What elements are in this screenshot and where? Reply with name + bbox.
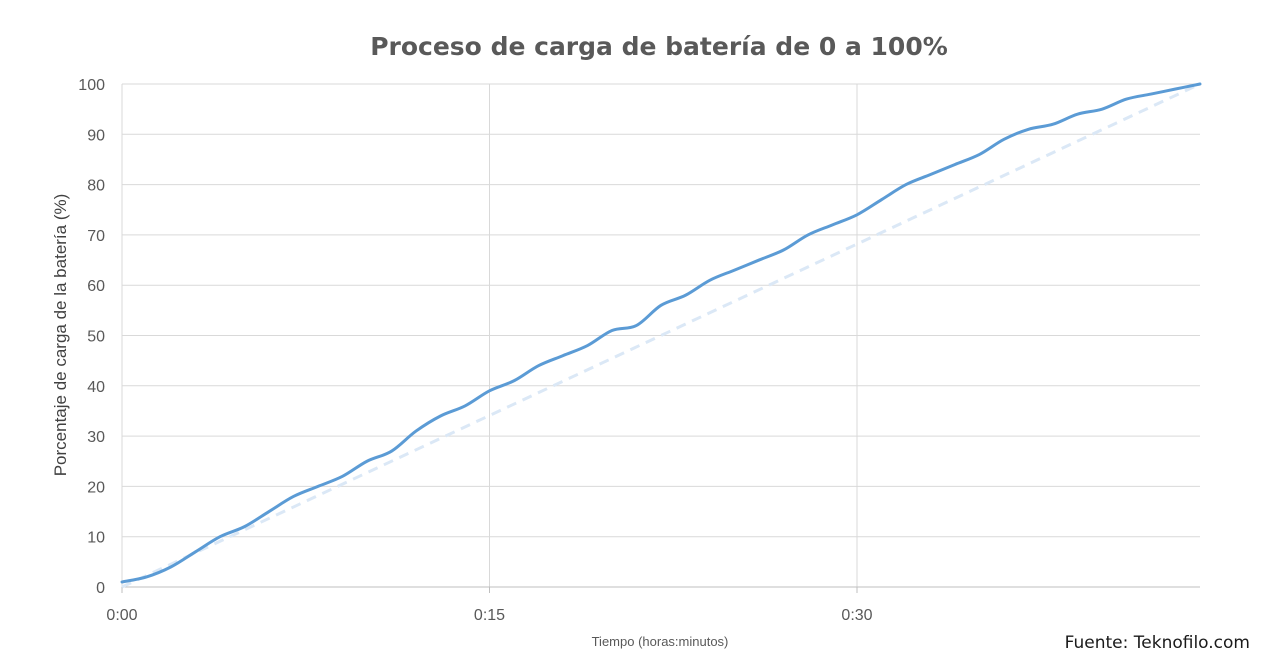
y-tick-label: 0	[96, 580, 105, 597]
y-axis-ticks: 0 10 20 30 40 50 60 70 80 90 100	[78, 77, 105, 597]
reference-line-dashed	[121, 82, 1201, 589]
y-tick-label: 100	[78, 77, 105, 94]
y-tick-label: 30	[87, 429, 105, 446]
y-tick-label: 20	[87, 479, 105, 496]
y-axis-label: Porcentaje de carga de la batería (%)	[51, 194, 70, 477]
grid-lines	[122, 83, 1200, 587]
chart-title: Proceso de carga de batería de 0 a 100%	[370, 32, 948, 61]
charge-curve-line	[120, 82, 1202, 584]
y-tick-label: 60	[87, 278, 105, 295]
axes	[121, 84, 1200, 593]
y-tick-label: 10	[87, 530, 105, 547]
y-tick-label: 90	[87, 127, 105, 144]
x-tick-label: 0:00	[106, 607, 137, 624]
y-tick-label: 70	[87, 228, 105, 245]
series-group	[120, 82, 1202, 589]
x-axis-ticks: 0:00 0:15 0:30	[106, 607, 872, 624]
x-tick-label: 0:15	[474, 607, 505, 624]
source-credit: Fuente: Teknofilo.com	[1065, 633, 1250, 653]
x-axis-label: Tiempo (horas:minutos)	[592, 634, 729, 649]
y-tick-label: 40	[87, 379, 105, 396]
y-tick-label: 50	[87, 329, 105, 346]
x-tick-label: 0:30	[841, 607, 872, 624]
y-tick-label: 80	[87, 178, 105, 195]
